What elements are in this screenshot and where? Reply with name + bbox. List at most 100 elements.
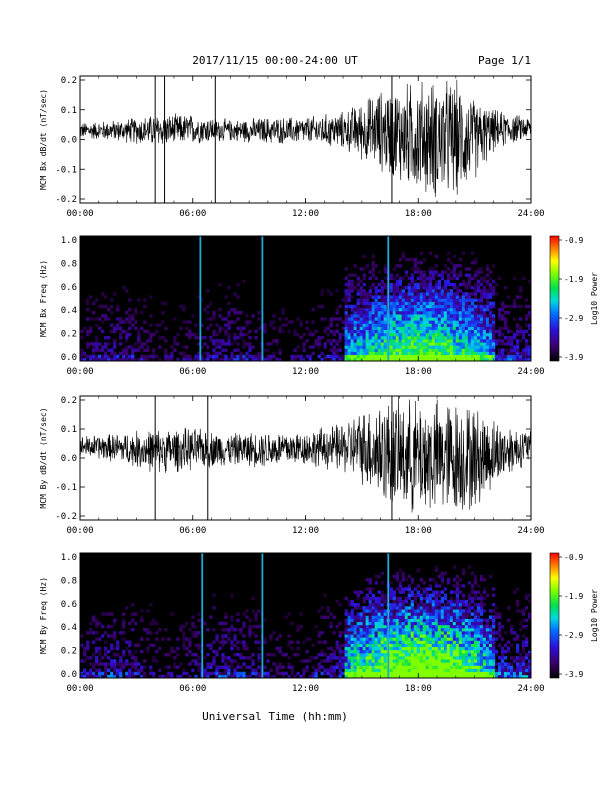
spectrogram-cell [101, 662, 105, 666]
spectrogram-cell [506, 351, 511, 356]
spectrogram-cell [398, 656, 403, 660]
spectrogram-cell [416, 323, 421, 327]
spectrogram-cell [428, 292, 433, 296]
spectrogram-cell [341, 631, 345, 635]
spectrogram-cell [482, 336, 487, 340]
spectrogram-cell [467, 292, 472, 296]
spectrogram-cell [371, 671, 375, 676]
spectrogram-cell [521, 659, 526, 663]
spectrogram-cell [518, 662, 523, 666]
spectrogram-cell [353, 311, 357, 315]
spectrogram-cell [152, 348, 156, 352]
y-tick-label-2-2: 0.0 [61, 454, 77, 464]
spectrogram-cell [338, 631, 342, 635]
spectrogram-cell [488, 674, 493, 679]
spectrogram-cell [383, 621, 387, 626]
spectrogram-cell [344, 640, 348, 644]
spectrogram-cell [422, 640, 427, 644]
spectrogram-cell [131, 653, 135, 657]
spectrogram-cell [428, 307, 433, 312]
spectrogram-cell [197, 354, 201, 359]
spectrogram-cell [401, 251, 406, 256]
spectrogram-cell [356, 307, 360, 312]
spectrogram-cell [440, 662, 445, 666]
spectrogram-cell [407, 301, 412, 306]
spectrogram-cell [395, 314, 400, 318]
spectrogram-cell [431, 662, 436, 666]
spectrogram-cell [122, 286, 126, 290]
spectrogram-cell [380, 336, 384, 340]
spectrogram-cell [440, 270, 445, 274]
spectrogram-cell [482, 317, 487, 321]
spectrogram-cell [143, 329, 147, 334]
spectrogram-cell [458, 665, 463, 669]
spectrogram-cell [434, 301, 439, 306]
spectrogram-cell [170, 674, 174, 679]
spectrogram-cell [335, 329, 339, 334]
spectrogram-cell [236, 618, 240, 623]
spectrogram-cell [461, 659, 466, 663]
spectrogram-cell [482, 671, 487, 676]
spectrogram-cell [149, 631, 153, 635]
spectrogram-cell [458, 257, 463, 262]
spectrogram-cell [302, 668, 306, 673]
spectrogram-cell [158, 646, 162, 651]
spectrogram-cell [503, 674, 508, 679]
spectrogram-cell [182, 668, 186, 673]
spectrogram-cell [335, 323, 339, 327]
spectrogram-cell [320, 317, 324, 321]
spectrogram-cell [392, 593, 396, 598]
spectrogram-cell [416, 659, 421, 663]
spectrogram-cell [335, 665, 339, 669]
spectrogram-cell [473, 612, 478, 616]
spectrogram-cell [479, 345, 484, 349]
spectrogram-cell [365, 264, 369, 268]
spectrogram-cell [338, 653, 342, 657]
spectrogram-cell [404, 329, 409, 334]
spectrogram-cell [446, 332, 451, 337]
spectrogram-cell [431, 659, 436, 663]
spectrogram-cell [182, 345, 186, 349]
spectrogram-cell [188, 628, 192, 632]
spectrogram-cell [479, 314, 484, 318]
spectrogram-cell [362, 671, 366, 676]
spectrogram-cell [383, 634, 387, 638]
spectrogram-cell [413, 599, 418, 604]
spectrogram-cell [416, 320, 421, 324]
spectrogram-cell [227, 339, 231, 343]
spectrogram-cell [437, 279, 442, 284]
spectrogram-cell [464, 298, 469, 302]
spectrogram-cell [356, 292, 360, 296]
spectrogram-cell [413, 674, 418, 679]
spectrogram-cell [437, 634, 442, 638]
spectrogram-cell [422, 311, 427, 315]
spectrogram-cell [419, 261, 424, 265]
spectrogram-cell [401, 634, 406, 638]
spectrogram-cell [434, 270, 439, 274]
spectrogram-cell [95, 646, 99, 651]
spectrogram-cell [110, 674, 114, 679]
spectrogram-cell [362, 357, 366, 362]
spectrogram-cell [368, 646, 372, 651]
spectrogram-cell [197, 295, 201, 299]
spectrogram-cell [398, 329, 403, 334]
spectrogram-cell [389, 656, 393, 660]
spectrogram-cell [209, 301, 213, 306]
spectrogram-cell [473, 640, 478, 644]
spectrogram-cell [392, 348, 396, 352]
spectrogram-cell [380, 348, 384, 352]
spectrogram-cell [461, 323, 466, 327]
spectrogram-cell [425, 332, 430, 337]
spectrogram-cell [479, 628, 484, 632]
spectrogram-cell [419, 323, 424, 327]
spectrogram-cell [521, 646, 526, 651]
spectrogram-cell [395, 634, 400, 638]
spectrogram-cell [251, 671, 255, 676]
spectrogram-cell [362, 273, 366, 277]
spectrogram-cell [449, 336, 454, 340]
spectrogram-cell [401, 342, 406, 346]
spectrogram-cell [443, 307, 448, 312]
spectrogram-cell [503, 342, 508, 346]
spectrogram-cell [422, 323, 427, 327]
spectrogram-cell [119, 631, 123, 635]
